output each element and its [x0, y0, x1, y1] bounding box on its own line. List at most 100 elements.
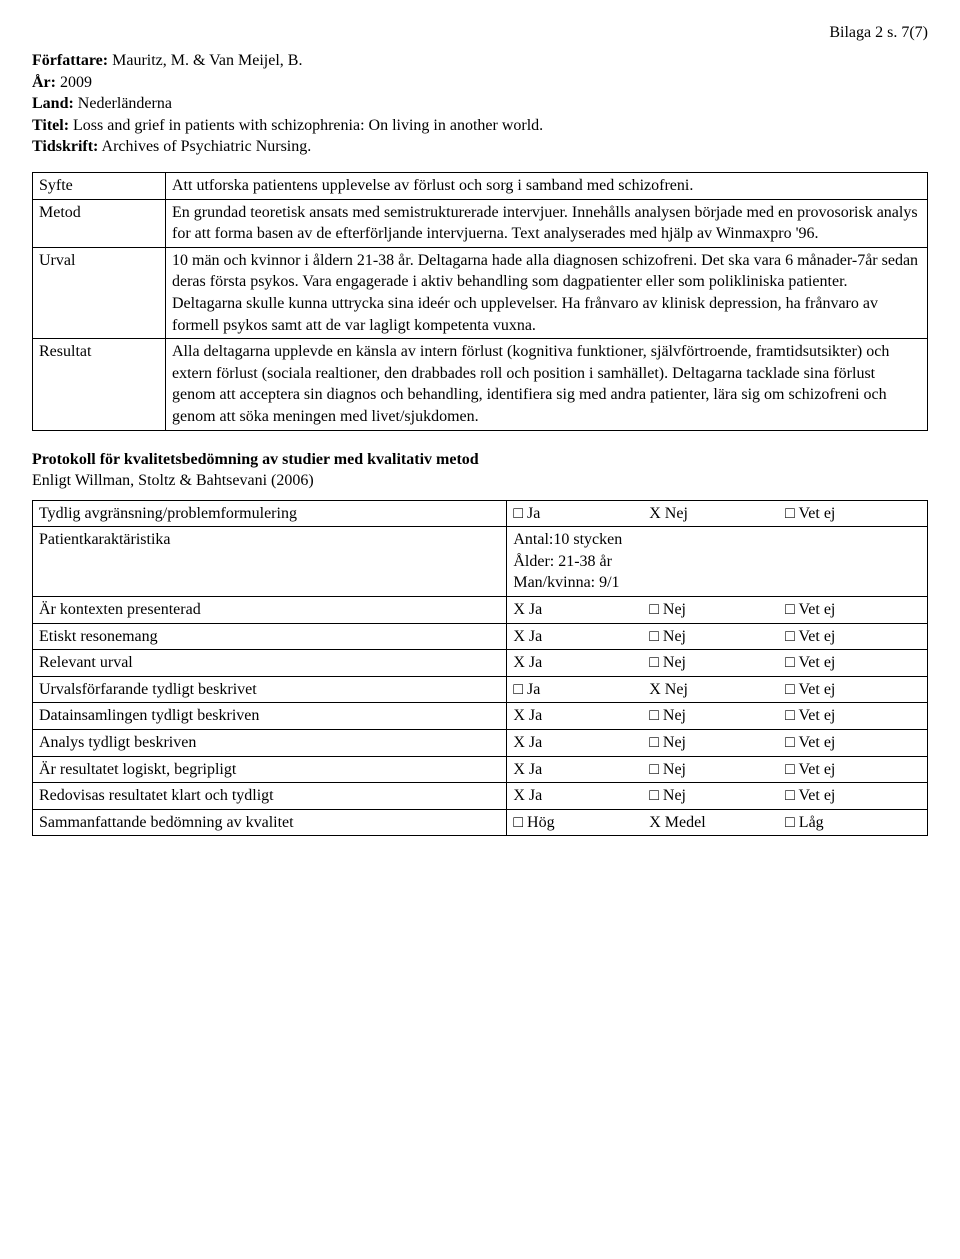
country-line: Land: Nederländerna [32, 93, 928, 115]
option-text: X Nej [649, 503, 785, 525]
title-value: Loss and grief in patients with schizoph… [69, 117, 543, 134]
assessment-question: Analys tydligt beskriven [33, 730, 507, 757]
study-table: SyfteAtt utforska patientens upplevelse … [32, 172, 928, 431]
table-row: Urvalsförfarande tydligt beskrivet□ JaX … [33, 676, 928, 703]
assessment-answer: X Ja□ Nej□ Vet ej [507, 650, 928, 677]
option-text: X Ja [513, 785, 649, 807]
table-row: Sammanfattande bedömning av kvalitet□ Hö… [33, 809, 928, 836]
option-text: X Medel [649, 812, 785, 834]
assessment-question: Urvalsförfarande tydligt beskrivet [33, 676, 507, 703]
row-text: 10 män och kvinnor i åldern 21-38 år. De… [166, 247, 928, 338]
protokoll-sub-text: Enligt Willman, Stoltz & Bahtsevani (200… [32, 472, 314, 489]
assessment-question: Redovisas resultatet klart och tydligt [33, 783, 507, 810]
option-text: X Nej [649, 679, 785, 701]
row-label: Urval [33, 247, 166, 338]
option-text: □ Vet ej [785, 679, 921, 701]
row-label: Syfte [33, 172, 166, 199]
option-text: □ Nej [649, 759, 785, 781]
option-text: □ Nej [649, 599, 785, 621]
assessment-answer: X Ja□ Nej□ Vet ej [507, 703, 928, 730]
multiline-text: Man/kvinna: 9/1 [513, 574, 619, 591]
table-row: Är kontexten presenteradX Ja□ Nej□ Vet e… [33, 597, 928, 624]
year-label: År: [32, 74, 56, 91]
assessment-answer: X Ja□ Nej□ Vet ej [507, 783, 928, 810]
assessment-answer: □ HögX Medel□ Låg [507, 809, 928, 836]
option-text: □ Ja [513, 503, 649, 525]
table-row: Är resultatet logiskt, begripligtX Ja□ N… [33, 756, 928, 783]
assessment-answer: X Ja□ Nej□ Vet ej [507, 756, 928, 783]
option-text: □ Ja [513, 679, 649, 701]
option-text: □ Nej [649, 732, 785, 754]
assessment-answer: X Ja□ Nej□ Vet ej [507, 597, 928, 624]
row-text: Att utforska patientens upplevelse av fö… [166, 172, 928, 199]
table-row: Relevant urvalX Ja□ Nej□ Vet ej [33, 650, 928, 677]
country-value: Nederländerna [74, 95, 172, 112]
option-text: □ Vet ej [785, 732, 921, 754]
option-text: □ Vet ej [785, 785, 921, 807]
table-row: ResultatAlla deltagarna upplevde en käns… [33, 339, 928, 430]
option-text: X Ja [513, 599, 649, 621]
table-row: Urval10 män och kvinnor i åldern 21-38 å… [33, 247, 928, 338]
option-text: □ Vet ej [785, 705, 921, 727]
country-label: Land: [32, 95, 74, 112]
assessment-question: Patientkaraktäristika [33, 527, 507, 597]
table-row: Analys tydligt beskrivenX Ja□ Nej□ Vet e… [33, 730, 928, 757]
table-row: SyfteAtt utforska patientens upplevelse … [33, 172, 928, 199]
option-text: □ Vet ej [785, 599, 921, 621]
title-line: Titel: Loss and grief in patients with s… [32, 115, 928, 137]
protokoll-title-text: Protokoll för kvalitetsbedömning av stud… [32, 451, 479, 468]
multiline-text: Ålder: 21-38 år [513, 553, 612, 570]
assessment-table: Tydlig avgränsning/problemformulering□ J… [32, 500, 928, 837]
assessment-answer: X Ja□ Nej□ Vet ej [507, 730, 928, 757]
row-text: En grundad teoretisk ansats med semistru… [166, 199, 928, 247]
assessment-answer: □ JaX Nej□ Vet ej [507, 500, 928, 527]
author-label: Författare: [32, 52, 108, 69]
assessment-answer: □ JaX Nej□ Vet ej [507, 676, 928, 703]
option-text: □ Nej [649, 652, 785, 674]
author-line: Författare: Mauritz, M. & Van Meijel, B. [32, 50, 928, 72]
assessment-answer: Antal:10 stycken Ålder: 21-38 år Man/kvinn… [507, 527, 928, 597]
option-text: □ Hög [513, 812, 649, 834]
option-text: X Ja [513, 759, 649, 781]
table-row: Etiskt resonemangX Ja□ Nej□ Vet ej [33, 623, 928, 650]
journal-label: Tidskrift: [32, 138, 98, 155]
option-text: □ Vet ej [785, 503, 921, 525]
year-value: 2009 [56, 74, 92, 91]
assessment-question: Tydlig avgränsning/problemformulering [33, 500, 507, 527]
option-text: □ Låg [785, 812, 921, 834]
option-text: X Ja [513, 626, 649, 648]
option-text: X Ja [513, 652, 649, 674]
row-text: Alla deltagarna upplevde en känsla av in… [166, 339, 928, 430]
option-text: X Ja [513, 732, 649, 754]
assessment-question: Datainsamlingen tydligt beskriven [33, 703, 507, 730]
option-text: □ Nej [649, 626, 785, 648]
assessment-question: Relevant urval [33, 650, 507, 677]
header-right: Bilaga 2 s. 7(7) [32, 24, 928, 42]
table-row: Redovisas resultatet klart och tydligtX … [33, 783, 928, 810]
option-text: □ Vet ej [785, 759, 921, 781]
multiline-text: Antal:10 stycken [513, 531, 622, 548]
assessment-question: Sammanfattande bedömning av kvalitet [33, 809, 507, 836]
year-line: År: 2009 [32, 72, 928, 94]
option-text: □ Vet ej [785, 626, 921, 648]
row-label: Metod [33, 199, 166, 247]
table-row: MetodEn grundad teoretisk ansats med sem… [33, 199, 928, 247]
assessment-question: Är kontexten presenterad [33, 597, 507, 624]
assessment-answer: X Ja□ Nej□ Vet ej [507, 623, 928, 650]
protokoll-heading: Protokoll för kvalitetsbedömning av stud… [32, 449, 928, 492]
title-label: Titel: [32, 117, 69, 134]
assessment-question: Etiskt resonemang [33, 623, 507, 650]
table-row: Patientkaraktäristika Antal:10 stycken Åld… [33, 527, 928, 597]
option-text: □ Nej [649, 785, 785, 807]
option-text: X Ja [513, 705, 649, 727]
journal-line: Tidskrift: Archives of Psychiatric Nursi… [32, 136, 928, 158]
row-label: Resultat [33, 339, 166, 430]
option-text: □ Vet ej [785, 652, 921, 674]
assessment-question: Är resultatet logiskt, begripligt [33, 756, 507, 783]
author-value: Mauritz, M. & Van Meijel, B. [108, 52, 302, 69]
meta-block: Författare: Mauritz, M. & Van Meijel, B.… [32, 50, 928, 158]
table-row: Datainsamlingen tydligt beskrivenX Ja□ N… [33, 703, 928, 730]
option-text: □ Nej [649, 705, 785, 727]
table-row: Tydlig avgränsning/problemformulering□ J… [33, 500, 928, 527]
journal-value: Archives of Psychiatric Nursing. [98, 138, 311, 155]
